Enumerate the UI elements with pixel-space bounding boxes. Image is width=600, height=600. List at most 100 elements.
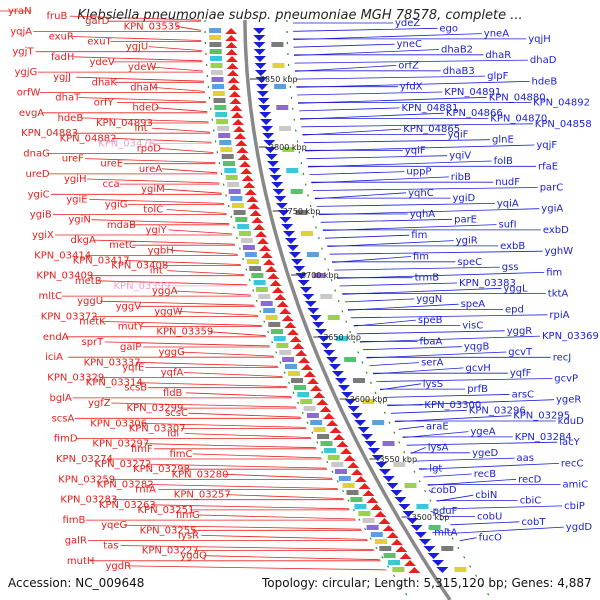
right-gene-label[interactable]: yqgB <box>464 342 490 353</box>
left-gene-label[interactable]: exuT <box>87 37 112 48</box>
right-gene-label[interactable]: yggR <box>507 326 533 337</box>
left-gene-label[interactable]: yggW <box>154 306 183 317</box>
left-gene-label[interactable]: dkgA <box>71 235 96 246</box>
left-gene-label[interactable]: KPN_04882 <box>60 133 117 144</box>
right-gene-label[interactable]: KPN_03295 <box>513 411 570 422</box>
right-gene-label[interactable]: cobT <box>521 517 546 528</box>
right-gene-label[interactable]: cbiC <box>520 496 542 507</box>
right-gene-label[interactable]: prfB <box>467 384 488 395</box>
right-gene-label[interactable]: ydeZ <box>395 18 420 29</box>
left-gene-label[interactable]: ydeV <box>90 57 115 68</box>
right-gene-label[interactable]: yqhC <box>408 188 434 199</box>
right-gene-label[interactable]: KPN_04891 <box>444 87 501 98</box>
left-gene-label[interactable]: galP <box>120 342 141 353</box>
right-gene-label[interactable]: speB <box>418 315 443 326</box>
left-gene-label[interactable]: KPN_03274 <box>56 454 113 465</box>
left-gene-label[interactable]: fimB <box>63 515 86 526</box>
right-gene-label[interactable]: hdeB <box>532 76 558 87</box>
left-gene-label[interactable]: yraN <box>8 6 32 17</box>
left-gene-label[interactable]: metK <box>79 317 106 328</box>
left-gene-label[interactable]: bglA <box>50 393 72 404</box>
right-gene-label[interactable]: yghW <box>545 246 574 257</box>
left-gene-label[interactable]: orfY <box>94 98 115 109</box>
right-gene-label[interactable]: ygeR <box>556 395 581 406</box>
left-gene-label[interactable]: yqjA <box>10 26 32 37</box>
left-gene-label[interactable]: int <box>150 266 163 277</box>
right-gene-label[interactable]: ygiA <box>541 204 563 215</box>
left-gene-label[interactable]: yggA <box>152 286 178 297</box>
left-gene-label[interactable]: KPN_03255 <box>140 525 197 536</box>
right-gene-label[interactable]: nudF <box>495 177 520 188</box>
left-gene-label[interactable]: KPN_03306 <box>90 418 147 429</box>
left-gene-label[interactable]: idi <box>167 429 179 440</box>
left-gene-label[interactable]: KPN_03259 <box>58 474 115 485</box>
left-gene-label[interactable]: KPN_03314 <box>86 378 143 389</box>
right-gene-label[interactable]: ribB <box>451 172 471 183</box>
left-gene-label[interactable]: KPN_03298 <box>133 464 190 475</box>
left-gene-label[interactable]: KPN_03417 <box>73 256 130 267</box>
right-gene-label[interactable]: recD <box>518 474 542 485</box>
left-gene-label[interactable]: KPN_03297 <box>92 439 149 450</box>
right-gene-label[interactable]: yneC <box>397 39 422 50</box>
left-gene-label[interactable]: ureD <box>26 169 50 180</box>
right-gene-label[interactable]: yggL <box>503 283 528 294</box>
left-gene-label[interactable]: galR <box>65 536 87 547</box>
right-gene-label[interactable]: exbD <box>543 225 569 236</box>
left-gene-label[interactable]: hdeD <box>132 103 159 114</box>
right-gene-label[interactable]: uppP <box>406 167 431 178</box>
right-gene-label[interactable]: gcvH <box>466 363 491 374</box>
left-gene-label[interactable]: ygiM <box>141 184 165 195</box>
left-gene-label[interactable]: cca <box>103 179 120 190</box>
right-gene-label[interactable]: glnE <box>492 135 514 146</box>
right-gene-label[interactable]: yqiF <box>405 145 426 156</box>
left-gene-label[interactable]: KPN_03283 <box>60 495 117 506</box>
left-gene-label[interactable]: dhaM <box>130 82 157 93</box>
right-gene-label[interactable]: cbiN <box>475 490 497 501</box>
left-gene-label[interactable]: ygiB <box>30 210 52 221</box>
right-gene-label[interactable]: folB <box>494 156 513 167</box>
left-gene-label[interactable]: fimD <box>54 434 78 445</box>
left-gene-label[interactable]: scsB <box>124 383 147 394</box>
left-gene-label[interactable]: mutY <box>118 322 145 333</box>
left-gene-label[interactable]: fimF <box>131 444 153 455</box>
left-gene-label[interactable]: ygjJ <box>53 72 71 83</box>
left-gene-label[interactable]: ygiG <box>105 200 128 211</box>
left-gene-label[interactable]: KPN_03337 <box>84 357 141 368</box>
left-gene-label[interactable]: ygjT <box>12 47 34 58</box>
left-gene-label[interactable]: fimG <box>176 510 200 521</box>
right-gene-label[interactable]: KPN_04892 <box>533 98 590 109</box>
left-gene-label[interactable]: metB <box>75 276 102 287</box>
left-gene-label[interactable]: yqfA <box>161 368 184 379</box>
left-gene-label[interactable]: KPN_03299 <box>127 403 184 414</box>
right-gene-label[interactable]: fim <box>411 230 427 241</box>
left-gene-label[interactable]: ygiY <box>146 225 168 236</box>
left-gene-label[interactable]: ygjU <box>126 42 148 53</box>
left-gene-label[interactable]: iciA <box>45 352 63 363</box>
right-gene-label[interactable]: KPN_04870 <box>490 114 547 125</box>
left-gene-label[interactable]: lysR <box>178 530 199 541</box>
right-gene-label[interactable]: amiC <box>563 480 589 491</box>
left-gene-label[interactable]: mltC <box>39 291 62 302</box>
left-gene-label[interactable]: tas <box>103 541 118 552</box>
left-gene-label[interactable]: ygiE <box>66 194 87 205</box>
left-gene-label[interactable]: mdaB <box>107 220 136 231</box>
left-gene-label[interactable]: ygiH <box>64 174 87 185</box>
right-gene-label[interactable]: mltA <box>434 527 457 538</box>
left-gene-label[interactable]: endA <box>43 332 69 343</box>
right-gene-label[interactable]: KPN_04880 <box>489 92 546 103</box>
right-gene-label[interactable]: ygiR <box>456 236 478 247</box>
right-gene-label[interactable]: gcvP <box>554 374 578 385</box>
left-gene-label[interactable]: KPN_04893 <box>96 118 153 129</box>
left-gene-label[interactable]: KPN_03399 <box>114 281 171 292</box>
right-gene-label[interactable]: yggN <box>416 294 442 305</box>
left-gene-label[interactable]: KPN_03535 <box>124 21 181 32</box>
right-gene-label[interactable]: rfaE <box>538 161 558 172</box>
right-gene-label[interactable]: tktA <box>548 289 569 300</box>
left-gene-label[interactable]: ygdR <box>106 561 132 572</box>
right-gene-label[interactable]: gcvT <box>508 347 533 358</box>
right-gene-label[interactable]: KPN_04865 <box>403 124 460 135</box>
right-gene-label[interactable]: pduF <box>433 506 458 517</box>
right-gene-label[interactable]: KPN_03300 <box>424 400 481 411</box>
right-gene-label[interactable]: kduD <box>558 416 584 427</box>
